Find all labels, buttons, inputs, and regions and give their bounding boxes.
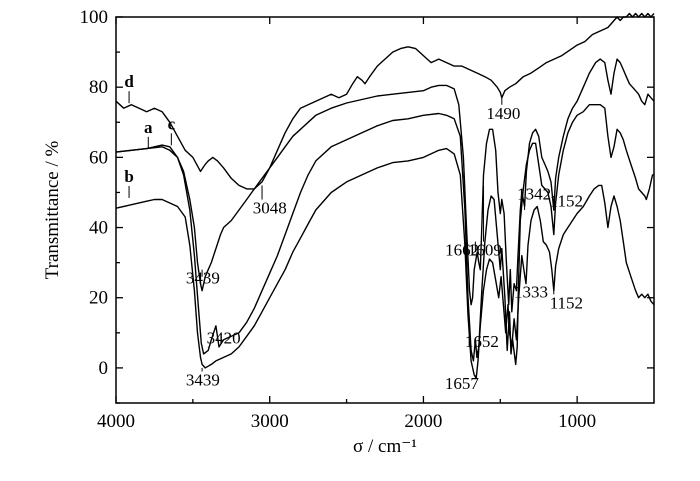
peak-annotation: 3439 <box>186 370 220 389</box>
peak-annotation: 1490 <box>486 104 520 123</box>
y-axis-title: Transmittance / % <box>42 141 63 280</box>
x-tick-label: 1000 <box>558 411 596 432</box>
y-axis-ticks: 0 20 40 60 80 100 <box>80 7 654 404</box>
x-tick-label: 4000 <box>97 411 135 432</box>
peak-annotation: 1609 <box>468 241 502 260</box>
y-tick-label: 60 <box>89 147 108 168</box>
series-label-a: a <box>144 118 153 137</box>
spectrum-curves <box>115 12 655 380</box>
series-line-c <box>115 58 655 313</box>
x-axis-ticks: 4000 3000 2000 1000 <box>97 17 596 432</box>
peak-annotation: 3048 <box>253 199 287 218</box>
peak-annotation: 1342 <box>517 184 551 203</box>
peak-annotation: 1657 <box>445 374 480 393</box>
peak-annotation: 1152 <box>550 191 583 210</box>
y-tick-label: 0 <box>99 358 109 379</box>
x-axis-title: σ / cm⁻¹ <box>353 436 417 457</box>
y-tick-label: 80 <box>89 77 108 98</box>
series-label-c: c <box>168 114 176 133</box>
y-tick-label: 20 <box>89 288 108 309</box>
peak-annotation: 1662 <box>445 241 479 260</box>
peak-annotation: 3439 <box>186 269 220 288</box>
x-tick-label: 2000 <box>404 411 442 432</box>
series-line-b <box>115 147 655 380</box>
peak-annotations: 3439342034393048166216091490134211521333… <box>186 97 583 393</box>
series-labels: d a c b <box>124 72 176 198</box>
y-tick-label: 40 <box>89 218 108 239</box>
series-label-b: b <box>124 167 133 186</box>
series-line-a <box>115 104 654 366</box>
x-tick-label: 3000 <box>251 411 289 432</box>
peak-annotation: 1333 <box>514 283 548 302</box>
peak-annotation: 1652 <box>465 332 499 351</box>
peak-annotation: 1152 <box>550 293 583 312</box>
peak-annotation: 3420 <box>207 328 241 347</box>
y-tick-label: 100 <box>80 7 109 28</box>
series-line-d <box>115 12 655 190</box>
plot-frame <box>115 16 655 404</box>
series-label-d: d <box>124 72 134 91</box>
